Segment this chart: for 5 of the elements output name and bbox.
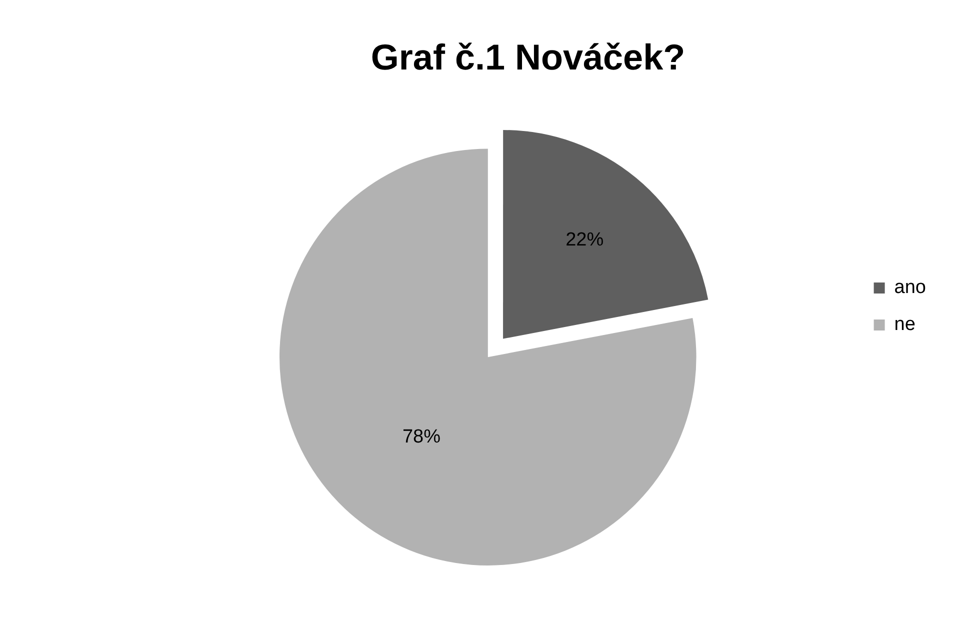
data-label: 78% [402,426,441,448]
legend-label: ano [894,277,926,298]
chart-title: Graf č.1 Nováček? [370,36,686,78]
data-label: 22% [566,229,604,250]
legend-label: ne [894,314,916,336]
